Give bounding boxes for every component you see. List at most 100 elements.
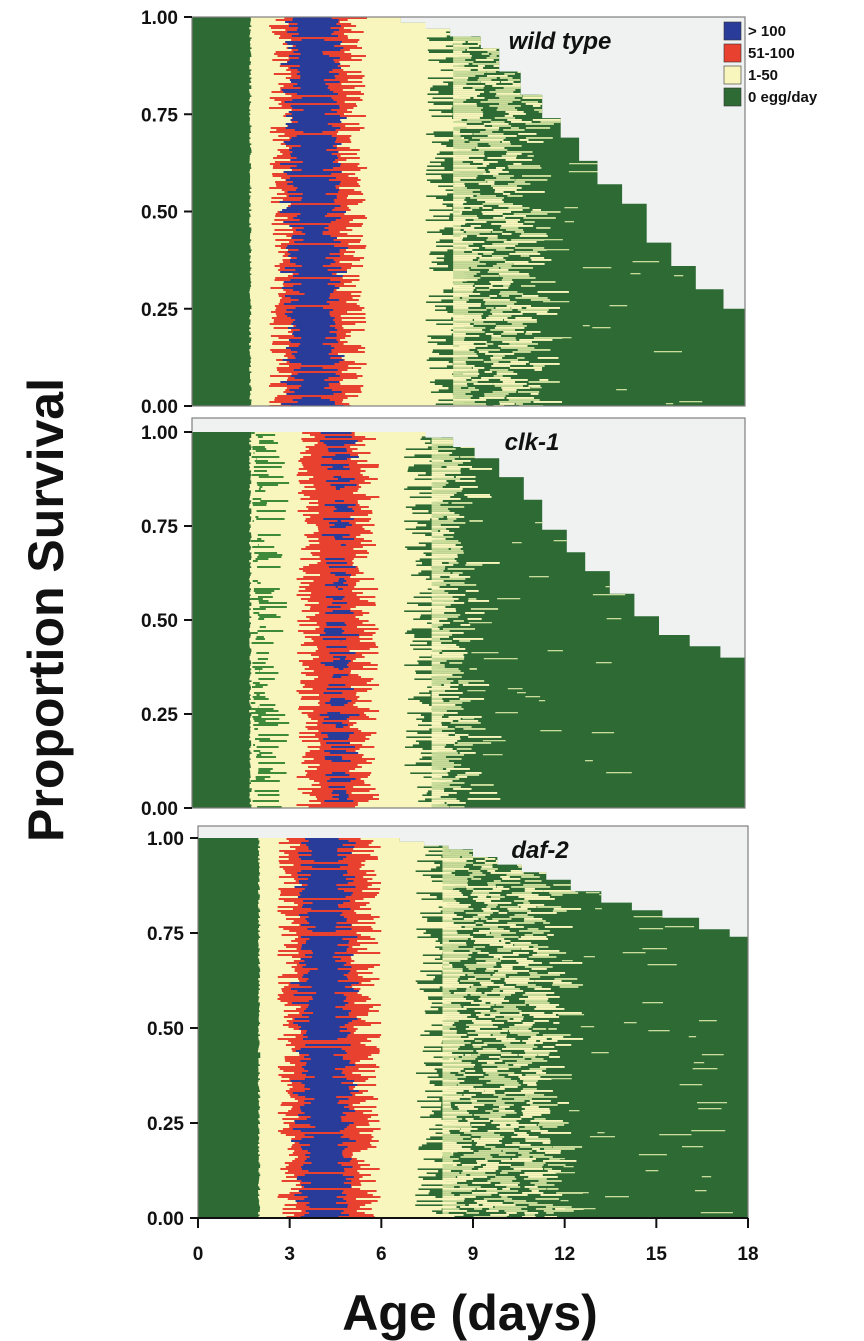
strip-mixed xyxy=(475,147,505,149)
strip-mixed xyxy=(480,101,513,103)
strip-mixed xyxy=(442,1112,469,1114)
strip-mixed xyxy=(431,596,453,598)
strip-mixed xyxy=(552,910,567,912)
strip-high-eggs xyxy=(283,281,341,284)
strip-mixed xyxy=(453,105,478,107)
strip-mixed xyxy=(544,926,573,928)
strip-mixed xyxy=(503,946,529,948)
strip-mid-eggs xyxy=(285,1172,360,1175)
strip-mixed xyxy=(491,335,502,337)
strip-mixed xyxy=(494,1206,528,1208)
strip-high-eggs xyxy=(296,93,338,96)
strip-mid-eggs xyxy=(305,754,364,757)
strip-mixed xyxy=(479,1004,495,1006)
strip-mixed xyxy=(490,329,515,331)
strip-mid-eggs xyxy=(299,568,359,571)
strip-mixed xyxy=(442,1000,474,1002)
strip-mixed xyxy=(467,119,492,121)
strip-mixed xyxy=(496,177,511,179)
strip-mixed xyxy=(493,217,506,219)
strip-mixed xyxy=(472,898,501,900)
strip-mixed xyxy=(496,263,513,265)
strip-mid-eggs xyxy=(310,552,369,555)
strip-mixed xyxy=(525,1074,540,1076)
strip-mixed xyxy=(459,486,478,488)
strip-high-eggs xyxy=(332,610,351,613)
strip-high-eggs xyxy=(307,972,349,975)
strip-zero-eggs xyxy=(254,692,265,695)
strip-mixed xyxy=(442,1104,451,1106)
strip-mixed xyxy=(453,223,465,225)
strip-mixed xyxy=(431,572,451,574)
strip-mixed xyxy=(493,355,505,357)
strip-mixed xyxy=(473,946,486,948)
strip-mixed xyxy=(510,127,519,129)
strip-low-eggs xyxy=(250,237,460,240)
strip-mixed xyxy=(453,331,485,333)
strip-high-eggs xyxy=(303,109,332,112)
strip-mixed xyxy=(489,287,509,289)
strip-mixed xyxy=(453,113,484,115)
strip-mixed xyxy=(442,988,457,990)
strip-high-eggs xyxy=(295,263,331,266)
strip-mixed xyxy=(548,972,566,974)
strip-mixed xyxy=(478,149,508,151)
strip-mixed xyxy=(501,387,531,389)
strip-mixed xyxy=(442,884,468,886)
strip-high-eggs xyxy=(333,666,349,669)
strip-high-eggs xyxy=(280,163,341,166)
strip-high-eggs xyxy=(294,1120,342,1123)
strip-high-eggs xyxy=(289,55,330,58)
strip-mixed xyxy=(491,1122,519,1124)
strip-mixed xyxy=(498,293,524,295)
strip-high-eggs xyxy=(292,17,332,20)
strip-mixed xyxy=(522,1082,537,1084)
strip-zero-eggs xyxy=(258,554,283,557)
strip-mixed xyxy=(431,620,440,622)
strip-mixed xyxy=(453,620,464,622)
strip-mixed xyxy=(442,960,461,962)
strip-mixed xyxy=(431,646,460,648)
strip-mixed xyxy=(453,195,474,197)
strip-high-eggs xyxy=(329,652,356,655)
strip-mid-eggs xyxy=(290,1188,361,1191)
strip-mixed xyxy=(484,992,516,994)
strip-mixed xyxy=(442,1114,473,1116)
strip-mixed xyxy=(488,894,501,896)
strip-high-eggs xyxy=(334,506,348,509)
strip-mixed xyxy=(468,968,476,970)
strip-high-eggs xyxy=(297,401,335,404)
strip-mid-eggs xyxy=(290,1042,361,1045)
strip-mixed xyxy=(471,1102,505,1104)
strip-low-eggs xyxy=(258,1198,458,1201)
strip-mixed xyxy=(431,604,451,606)
strip-mixed xyxy=(505,1062,533,1064)
strip-late-eggs xyxy=(543,301,570,303)
strip-mixed xyxy=(486,968,513,970)
strip-mixed xyxy=(457,1176,488,1178)
strip-mixed xyxy=(489,281,514,283)
strip-mixed xyxy=(431,438,461,440)
strip-mixed xyxy=(489,944,514,946)
strip-mixed xyxy=(459,1186,481,1188)
strip-mixed xyxy=(498,912,508,914)
strip-mixed xyxy=(431,524,441,526)
strip-mixed xyxy=(553,884,575,886)
strip-high-eggs xyxy=(300,367,323,370)
strip-mixed xyxy=(507,183,531,185)
strip-mixed xyxy=(465,590,479,592)
strip-high-eggs xyxy=(328,684,346,687)
strip-mixed xyxy=(431,746,445,748)
strip-mixed xyxy=(487,271,520,273)
strip-mixed xyxy=(525,1094,545,1096)
strip-mixed xyxy=(442,958,468,960)
strip-mixed xyxy=(503,241,537,243)
strip-high-eggs xyxy=(280,381,340,384)
strip-mixed xyxy=(485,960,501,962)
strip-high-eggs xyxy=(285,127,341,130)
strip-high-eggs xyxy=(310,1088,350,1091)
strip-high-eggs xyxy=(292,19,339,22)
strip-mixed xyxy=(547,1164,566,1166)
strip-mixed xyxy=(460,456,488,458)
strip-mixed xyxy=(515,179,548,181)
